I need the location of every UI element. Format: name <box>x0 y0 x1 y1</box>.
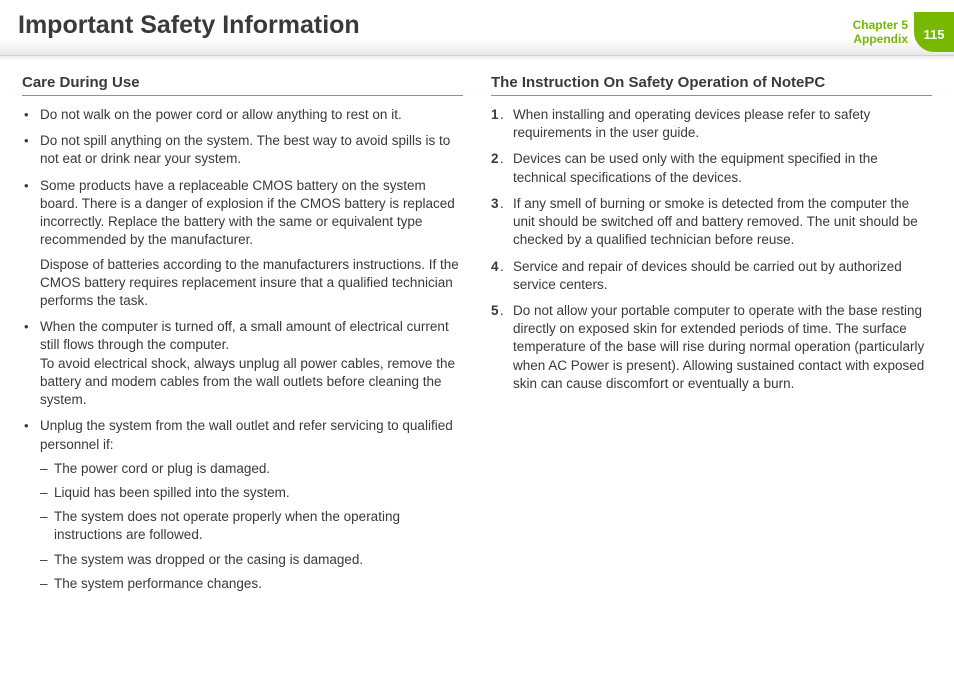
item-text: Service and repair of devices should be … <box>513 259 902 292</box>
list-item: 3. If any smell of burning or smoke is de… <box>491 195 932 250</box>
list-item: Unplug the system from the wall outlet a… <box>22 417 463 593</box>
left-column: Care During Use Do not walk on the power… <box>22 74 463 601</box>
list-item: 1. When installing and operating devices … <box>491 106 932 142</box>
right-column: The Instruction On Safety Operation of N… <box>491 74 932 601</box>
bullet-text: When the computer is turned off, a small… <box>40 319 449 352</box>
item-dot: . <box>500 302 504 320</box>
list-item: Do not walk on the power cord or allow a… <box>22 106 463 124</box>
page-number-badge: 115 <box>914 12 954 52</box>
dash-item: The power cord or plug is damaged. <box>40 460 463 478</box>
list-item: Do not spill anything on the system. The… <box>22 132 463 168</box>
item-number: 5 <box>491 302 499 320</box>
list-item: When the computer is turned off, a small… <box>22 318 463 409</box>
bullet-text: Do not spill anything on the system. The… <box>40 133 450 166</box>
item-dot: . <box>500 106 504 124</box>
bullet-text: Do not walk on the power cord or allow a… <box>40 107 402 122</box>
item-dot: . <box>500 258 504 276</box>
dash-item: Liquid has been spilled into the system. <box>40 484 463 502</box>
list-item: Some products have a replaceable CMOS ba… <box>22 177 463 311</box>
bullet-extra: Dispose of batteries according to the ma… <box>40 256 463 311</box>
item-number: 3 <box>491 195 499 213</box>
chapter-label: Chapter 5 Appendix <box>853 12 914 52</box>
list-item: 2. Devices can be used only with the equi… <box>491 150 932 186</box>
page-title: Important Safety Information <box>18 12 360 40</box>
item-number: 1 <box>491 106 499 124</box>
bullet-text: Unplug the system from the wall outlet a… <box>40 418 453 451</box>
list-item: 4. Service and repair of devices should b… <box>491 258 932 294</box>
item-text: If any smell of burning or smoke is dete… <box>513 196 918 247</box>
item-dot: . <box>500 150 504 168</box>
care-bullet-list: Do not walk on the power cord or allow a… <box>22 106 463 593</box>
dash-item: The system was dropped or the casing is … <box>40 551 463 569</box>
instruction-list: 1. When installing and operating devices … <box>491 106 932 393</box>
list-item: 5. Do not allow your portable computer to… <box>491 302 932 393</box>
item-number: 4 <box>491 258 499 276</box>
dash-item: The system does not operate properly whe… <box>40 508 463 544</box>
item-text: Devices can be used only with the equipm… <box>513 151 878 184</box>
page-header: Important Safety Information Chapter 5 A… <box>0 0 954 56</box>
content-area: Care During Use Do not walk on the power… <box>0 56 954 601</box>
item-dot: . <box>500 195 504 213</box>
dash-list: The power cord or plug is damaged. Liqui… <box>40 460 463 593</box>
item-text: When installing and operating devices pl… <box>513 107 870 140</box>
item-number: 2 <box>491 150 499 168</box>
chapter-line2: Appendix <box>853 32 908 46</box>
item-text: Do not allow your portable computer to o… <box>513 303 924 391</box>
right-section-title: The Instruction On Safety Operation of N… <box>491 74 932 96</box>
left-section-title: Care During Use <box>22 74 463 96</box>
bullet-text: Some products have a replaceable CMOS ba… <box>40 178 455 248</box>
chapter-block: Chapter 5 Appendix 115 <box>853 12 954 52</box>
chapter-line1: Chapter 5 <box>853 18 908 32</box>
header-shadow <box>0 55 954 61</box>
dash-item: The system performance changes. <box>40 575 463 593</box>
bullet-extra: To avoid electrical shock, always unplug… <box>40 356 455 407</box>
